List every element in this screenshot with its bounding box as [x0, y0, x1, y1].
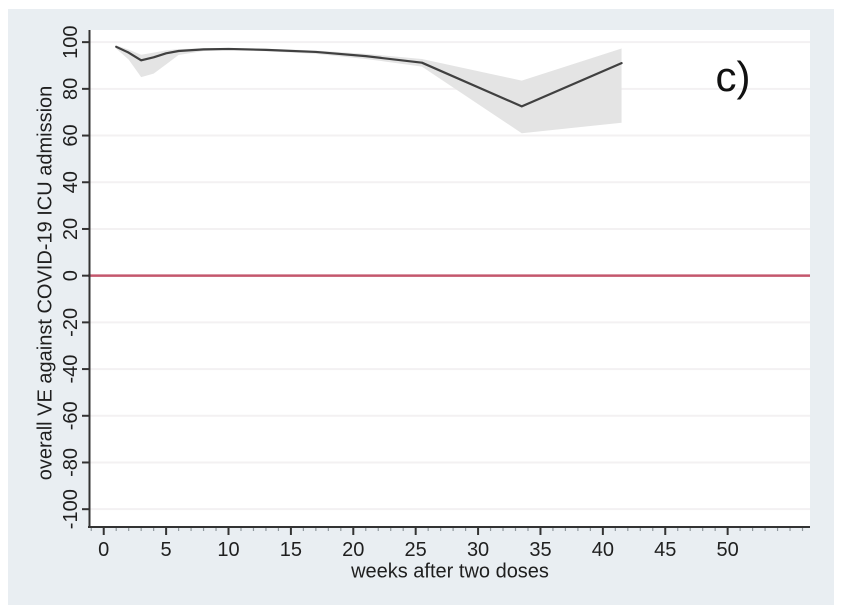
x-axis-title: weeks after two doses — [351, 560, 549, 583]
y-tick-label: 20 — [60, 218, 82, 240]
x-tick-label: 35 — [529, 539, 551, 561]
x-tick-label: 30 — [467, 539, 489, 561]
x-tick-label: 15 — [280, 539, 302, 561]
plot-area — [90, 30, 810, 526]
y-tick-label: 40 — [60, 171, 82, 193]
panel-label: c) — [715, 53, 751, 100]
y-tick-label: -60 — [60, 401, 82, 430]
y-tick-label: -40 — [60, 355, 82, 384]
y-tick-label: -80 — [60, 448, 82, 477]
y-tick-label: -100 — [60, 489, 82, 529]
x-tick-label: 40 — [592, 539, 614, 561]
x-tick-label: 45 — [654, 539, 676, 561]
y-tick-label: 0 — [60, 270, 82, 281]
y-tick-label: 60 — [60, 124, 82, 146]
x-tick-label: 10 — [217, 539, 239, 561]
y-tick-label: -20 — [60, 308, 82, 337]
x-tick-label: 5 — [161, 539, 172, 561]
ve-line — [115, 45, 623, 108]
x-tick-label: 20 — [342, 539, 364, 561]
y-tick-label: 80 — [60, 78, 82, 100]
y-tick-label: 100 — [60, 25, 82, 58]
x-tick-label: 25 — [405, 539, 427, 561]
y-axis-title: overall VE against COVID-19 ICU admissio… — [34, 85, 57, 481]
x-tick-label: 0 — [98, 539, 109, 561]
x-tick-label: 50 — [717, 539, 739, 561]
confidence-band — [116, 45, 622, 134]
